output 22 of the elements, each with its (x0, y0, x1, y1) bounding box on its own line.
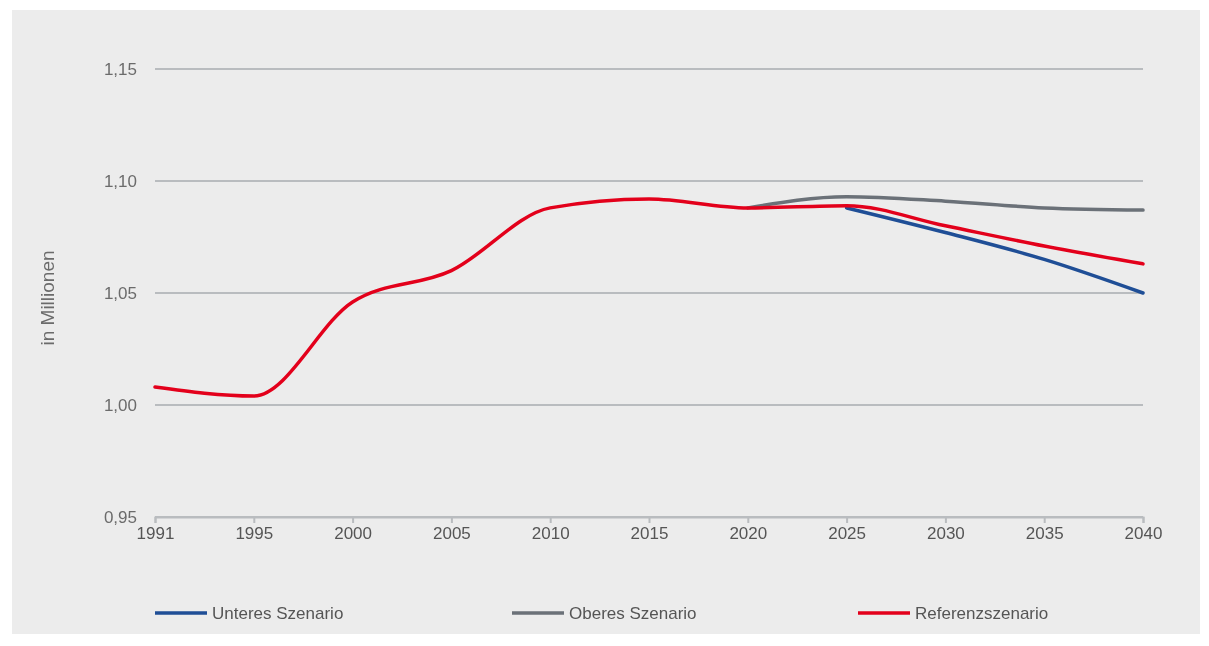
x-tick-label: 2025 (828, 524, 867, 544)
legend-label: Referenzszenario (915, 604, 1049, 623)
x-tick-label: 2035 (1025, 524, 1064, 544)
x-tick-label: 2020 (729, 524, 768, 544)
x-tick-label: 1991 (136, 524, 175, 544)
y-tick-label: 1,00 (103, 395, 137, 415)
legend-label: Unteres Szenario (212, 604, 344, 623)
x-tick-label: 2040 (1124, 524, 1163, 544)
x-tick-label: 2030 (926, 524, 965, 544)
y-axis-title: in Millionen (37, 250, 58, 346)
line-series (153, 197, 1145, 398)
x-tick-label: 2010 (531, 524, 570, 544)
x-tick-label: 2015 (630, 524, 669, 544)
line-series (844, 206, 1145, 295)
x-tick-label: 2005 (432, 524, 471, 544)
x-tick-label: 2000 (334, 524, 373, 544)
legend-label: Oberes Szenario (569, 604, 697, 623)
y-tick-label: 1,05 (103, 283, 137, 303)
y-tick-label: 1,15 (103, 59, 137, 79)
y-tick-label: 0,95 (103, 507, 137, 527)
y-tick-label: 1,10 (103, 171, 137, 191)
x-tick-label: 1995 (235, 524, 274, 544)
